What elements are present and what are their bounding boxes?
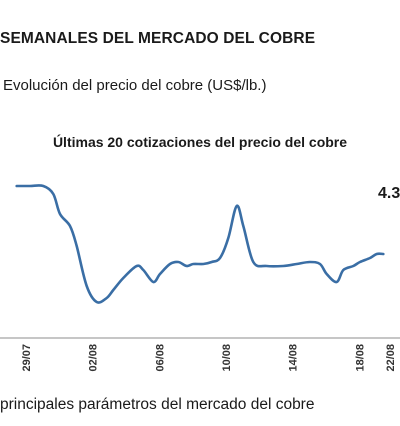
chart-title: Últimas 20 cotizaciones del precio del c… [52, 134, 348, 150]
x-tick-label: 02/08 [88, 344, 100, 372]
copper-price-chart: Últimas 20 cotizaciones del precio del c… [0, 118, 400, 380]
x-tick-label: 14/08 [288, 344, 300, 372]
x-tick-label: 22/08 [385, 344, 397, 372]
x-tick-labels: 29/07 02/08 06/08 10/08 14/08 18/08 22/08 [21, 344, 397, 372]
x-tick-label: 06/08 [154, 344, 166, 372]
section-heading: SEMANALES DEL MERCADO DEL COBRE [0, 30, 316, 47]
last-price-label: 4.3 [378, 185, 400, 202]
copper-price-line [15, 184, 385, 304]
x-tick-label: 10/08 [221, 344, 233, 372]
chart-subheading: Evolución del precio del cobre (US$/lb.) [3, 77, 267, 94]
chart-canvas: 4.3 29/07 02/08 06/08 10/08 14/08 18/08 22/08 [0, 184, 400, 372]
x-tick-label: 29/07 [21, 344, 33, 372]
x-tick-label: 18/08 [354, 344, 366, 372]
footer-text: principales parámetros del mercado del c… [0, 396, 315, 413]
